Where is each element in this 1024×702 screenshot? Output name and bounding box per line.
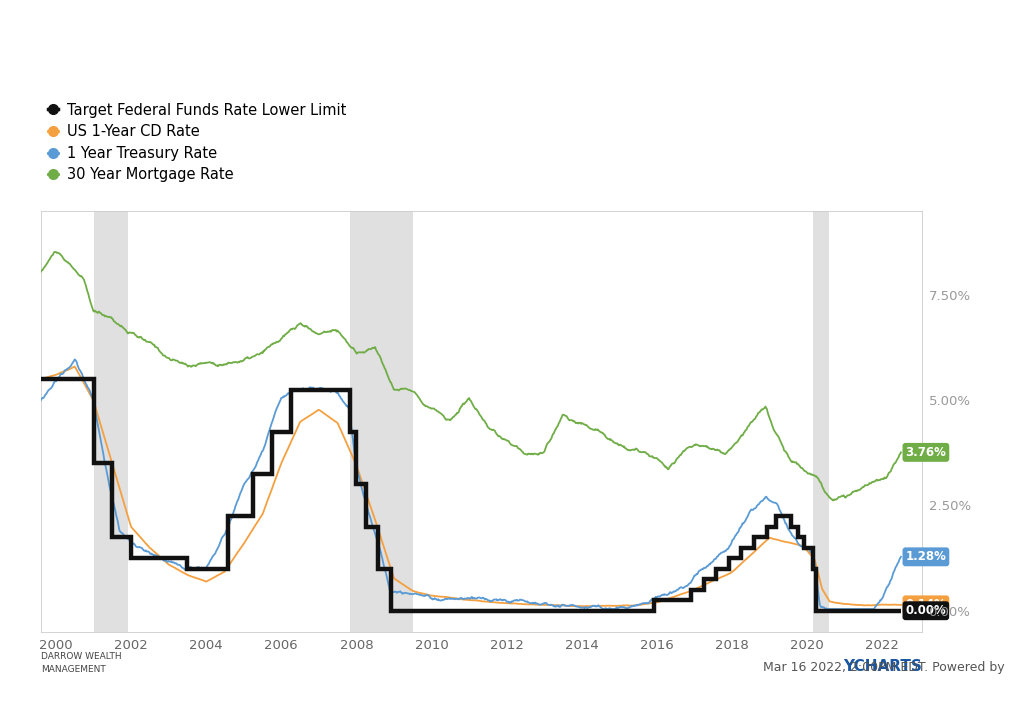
Text: 0.14%: 0.14%	[905, 598, 946, 611]
Text: 0.00%: 0.00%	[905, 604, 946, 617]
Bar	[813, 211, 828, 632]
Text: YCHARTS: YCHARTS	[843, 659, 922, 674]
Text: DARROW WEALTH
MANAGEMENT: DARROW WEALTH MANAGEMENT	[41, 652, 122, 674]
Bar	[350, 211, 413, 632]
Text: Mar 16 2022, 2:00PM EDT. Powered by: Mar 16 2022, 2:00PM EDT. Powered by	[763, 661, 1009, 674]
Bar	[93, 211, 128, 632]
Text: 1.28%: 1.28%	[905, 550, 946, 563]
Legend: Target Federal Funds Rate Lower Limit, US 1-Year CD Rate, 1 Year Treasury Rate, : Target Federal Funds Rate Lower Limit, U…	[48, 102, 346, 183]
Text: 3.76%: 3.76%	[905, 446, 946, 459]
